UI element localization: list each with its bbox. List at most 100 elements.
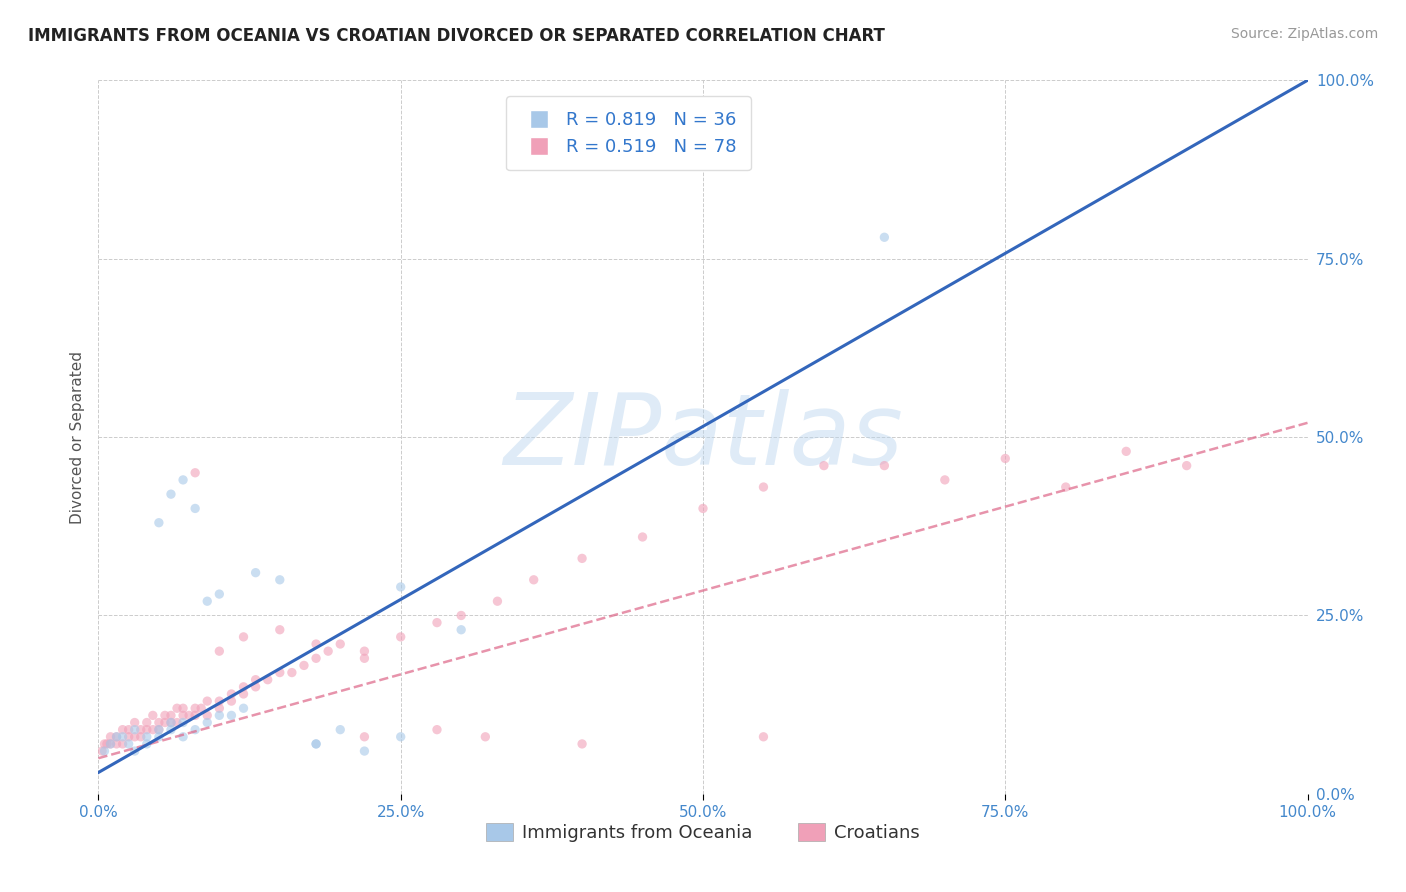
Point bbox=[305, 737, 328, 751]
Point bbox=[172, 473, 194, 487]
Point bbox=[523, 573, 546, 587]
Point bbox=[148, 723, 170, 737]
Point bbox=[305, 637, 328, 651]
Point bbox=[195, 694, 218, 708]
Point bbox=[135, 730, 157, 744]
Point bbox=[474, 730, 496, 744]
Point bbox=[292, 658, 315, 673]
Text: ZIPatlas: ZIPatlas bbox=[503, 389, 903, 485]
Point bbox=[221, 708, 243, 723]
Point bbox=[208, 587, 231, 601]
Point bbox=[305, 651, 328, 665]
Point bbox=[142, 723, 165, 737]
Point bbox=[232, 630, 254, 644]
Point bbox=[148, 723, 170, 737]
Point bbox=[111, 737, 134, 751]
Point bbox=[281, 665, 304, 680]
Point bbox=[353, 651, 375, 665]
Point bbox=[1115, 444, 1137, 458]
Point bbox=[96, 737, 118, 751]
Point bbox=[135, 737, 157, 751]
Point bbox=[124, 744, 146, 758]
Point bbox=[389, 730, 412, 744]
Point bbox=[105, 730, 128, 744]
Point bbox=[353, 744, 375, 758]
Point bbox=[329, 637, 352, 651]
Point bbox=[93, 744, 115, 758]
Y-axis label: Divorced or Separated: Divorced or Separated bbox=[70, 351, 86, 524]
Point bbox=[172, 701, 194, 715]
Point bbox=[353, 644, 375, 658]
Point bbox=[245, 680, 267, 694]
Point bbox=[934, 473, 956, 487]
Point bbox=[195, 594, 218, 608]
Point bbox=[100, 737, 122, 751]
Point bbox=[111, 730, 134, 744]
Point bbox=[450, 608, 472, 623]
Point bbox=[232, 701, 254, 715]
Point bbox=[184, 466, 207, 480]
Point bbox=[195, 708, 218, 723]
Point bbox=[208, 694, 231, 708]
Point bbox=[160, 487, 183, 501]
Point bbox=[256, 673, 278, 687]
Point bbox=[118, 730, 141, 744]
Point bbox=[184, 708, 207, 723]
Point bbox=[269, 623, 291, 637]
Point bbox=[245, 673, 267, 687]
Point bbox=[153, 708, 176, 723]
Point bbox=[208, 701, 231, 715]
Point bbox=[221, 687, 243, 701]
Point bbox=[166, 715, 188, 730]
Point bbox=[208, 708, 231, 723]
Point bbox=[148, 516, 170, 530]
Point bbox=[208, 644, 231, 658]
Point bbox=[994, 451, 1017, 466]
Point bbox=[124, 730, 146, 744]
Point bbox=[124, 715, 146, 730]
Point bbox=[124, 723, 146, 737]
Point bbox=[232, 687, 254, 701]
Point bbox=[100, 737, 122, 751]
Point bbox=[631, 530, 654, 544]
Point bbox=[118, 737, 141, 751]
Point bbox=[172, 715, 194, 730]
Point bbox=[389, 580, 412, 594]
Point bbox=[873, 458, 896, 473]
Point bbox=[305, 737, 328, 751]
Point bbox=[105, 730, 128, 744]
Point bbox=[752, 730, 775, 744]
Point bbox=[91, 744, 114, 758]
Point bbox=[1175, 458, 1198, 473]
Point bbox=[93, 737, 115, 751]
Point bbox=[195, 715, 218, 730]
Point bbox=[269, 573, 291, 587]
Point bbox=[153, 715, 176, 730]
Point bbox=[160, 708, 183, 723]
Legend: Immigrants from Oceania, Croatians: Immigrants from Oceania, Croatians bbox=[479, 815, 927, 849]
Point bbox=[571, 737, 593, 751]
Point bbox=[752, 480, 775, 494]
Point bbox=[100, 730, 122, 744]
Point bbox=[135, 723, 157, 737]
Point bbox=[221, 694, 243, 708]
Point bbox=[232, 680, 254, 694]
Point bbox=[129, 723, 152, 737]
Point bbox=[111, 723, 134, 737]
Point bbox=[245, 566, 267, 580]
Point bbox=[873, 230, 896, 244]
Point bbox=[105, 737, 128, 751]
Point bbox=[184, 501, 207, 516]
Point bbox=[450, 623, 472, 637]
Point bbox=[426, 615, 449, 630]
Point bbox=[190, 701, 212, 715]
Point bbox=[329, 723, 352, 737]
Point bbox=[148, 730, 170, 744]
Point bbox=[135, 715, 157, 730]
Point bbox=[172, 730, 194, 744]
Point bbox=[160, 723, 183, 737]
Point bbox=[813, 458, 835, 473]
Point bbox=[316, 644, 339, 658]
Point bbox=[172, 708, 194, 723]
Text: IMMIGRANTS FROM OCEANIA VS CROATIAN DIVORCED OR SEPARATED CORRELATION CHART: IMMIGRANTS FROM OCEANIA VS CROATIAN DIVO… bbox=[28, 27, 884, 45]
